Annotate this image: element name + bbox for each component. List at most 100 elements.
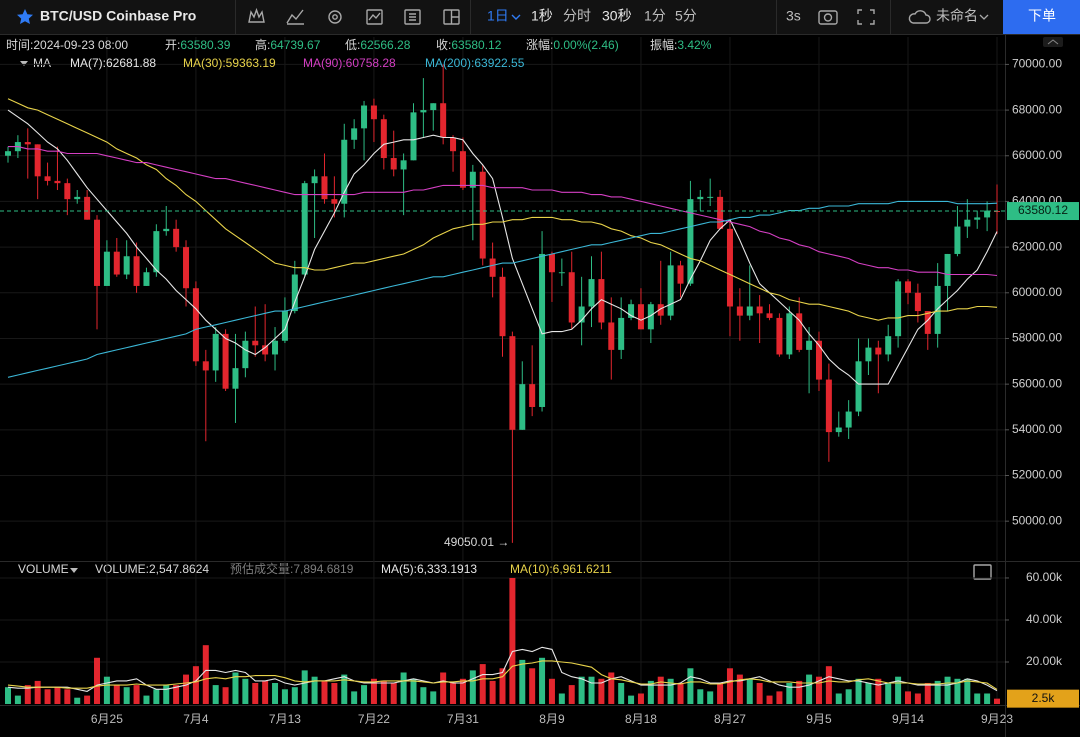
candle-body <box>84 196 91 220</box>
candle-body <box>746 306 753 316</box>
candle-body <box>459 151 466 188</box>
ma-line <box>7 109 998 385</box>
candle-body <box>143 272 150 286</box>
candle-body <box>855 361 862 412</box>
favorite-star[interactable] <box>17 9 33 24</box>
crown-icon[interactable] <box>248 7 265 23</box>
volume-bar <box>450 682 457 704</box>
ma-caret[interactable] <box>20 61 28 66</box>
fullscreen-icon[interactable] <box>857 9 875 25</box>
candle-body <box>736 306 743 316</box>
ma-line <box>7 98 998 321</box>
order-button-label[interactable]: 下单 <box>1028 8 1056 24</box>
candle-body <box>578 306 585 323</box>
ohlc-value: 62566.28 <box>360 38 410 52</box>
order-button[interactable] <box>1003 0 1080 34</box>
interval-button[interactable]: 30秒 <box>602 8 632 24</box>
candle-body <box>657 304 664 316</box>
volume-bar <box>64 689 71 704</box>
volume-bar <box>657 676 664 704</box>
interval-button[interactable]: 分时 <box>563 8 591 24</box>
refresh-rate[interactable]: 3s <box>786 8 801 24</box>
layout-name[interactable]: 未命名 <box>936 8 978 24</box>
candle-body <box>647 304 654 330</box>
volume-bar <box>489 680 496 704</box>
volume-bar <box>934 680 941 704</box>
volume-bar <box>875 678 882 704</box>
volume-title[interactable]: VOLUME <box>18 562 69 576</box>
toolbar <box>0 0 1080 34</box>
candle-body <box>558 272 565 274</box>
volume-bar <box>301 670 308 704</box>
volume-bar <box>677 682 684 704</box>
candle-body <box>183 247 190 289</box>
interval-button[interactable]: 1日 <box>487 8 509 24</box>
volume-bar <box>183 674 190 704</box>
interval-caret[interactable] <box>511 14 521 20</box>
ohlc-label: 时间: <box>6 38 33 52</box>
candle-body <box>974 217 981 220</box>
candle-body <box>380 119 387 159</box>
low-annotation: 49050.01 → <box>444 535 509 549</box>
candle-body <box>637 304 644 330</box>
volume-bar <box>726 668 733 704</box>
y-tick-label: 60000.00 <box>1012 285 1062 299</box>
candle-body <box>499 276 506 337</box>
candle-body <box>153 231 160 273</box>
interval-button[interactable]: 1分 <box>644 8 666 24</box>
volume-bar <box>341 674 348 704</box>
candle-body <box>430 103 437 111</box>
volume-ma-line <box>7 646 998 692</box>
candle-body <box>835 427 842 433</box>
settings-icon[interactable] <box>328 10 342 24</box>
template-icon[interactable] <box>404 9 421 25</box>
ma-legend: MA(200):63922.55 <box>425 56 525 70</box>
chart-type-icon[interactable] <box>366 9 383 25</box>
candle-body <box>904 281 911 293</box>
candle-body <box>865 347 872 362</box>
x-tick-label: 7月13 <box>269 712 301 726</box>
cloud-icon[interactable] <box>908 10 931 24</box>
symbol[interactable]: BTC/USD Coinbase Pro <box>40 8 196 24</box>
volume-bar <box>855 678 862 704</box>
candle-body <box>272 340 279 355</box>
candle-body <box>469 171 476 188</box>
candle-body <box>252 340 259 346</box>
candle-body <box>34 144 41 177</box>
volume-bar <box>806 674 813 704</box>
volume-bar <box>459 678 466 704</box>
volume-tag-label: 2.5k <box>1032 691 1056 705</box>
candle-body <box>529 384 536 407</box>
camera-icon[interactable] <box>818 10 838 25</box>
candle-body <box>667 265 674 316</box>
candle-body <box>202 361 209 371</box>
volume-bar <box>14 695 21 704</box>
volume-bar <box>410 678 417 704</box>
volume-bar <box>736 674 743 704</box>
volume-bar <box>143 695 150 704</box>
volume-bar <box>717 682 724 704</box>
candle-body <box>825 379 832 433</box>
indicator-icon[interactable] <box>286 9 304 25</box>
candle-body <box>519 384 526 430</box>
candle-body <box>390 158 397 170</box>
ohlc-value: 63580.39 <box>180 38 230 52</box>
candle-body <box>717 196 724 229</box>
layout-caret[interactable] <box>979 14 989 20</box>
candle-body <box>677 265 684 284</box>
volume-bar <box>539 657 546 704</box>
pane-maximize[interactable] <box>973 564 992 580</box>
interval-button[interactable]: 1秒 <box>531 8 553 24</box>
volume-caret[interactable] <box>70 568 78 573</box>
indicator-label[interactable]: MA <box>33 56 51 70</box>
volume-bar <box>103 676 110 704</box>
volume-bar <box>746 678 753 704</box>
ohlc-item: 涨幅:0.00%(2.46) <box>526 37 619 52</box>
collapse-button[interactable] <box>1043 37 1063 47</box>
volume-bar <box>519 659 526 704</box>
volume-bar <box>440 672 447 704</box>
interval-button[interactable]: 5分 <box>675 8 697 24</box>
candle-body <box>766 313 773 318</box>
candle-body <box>895 281 902 337</box>
